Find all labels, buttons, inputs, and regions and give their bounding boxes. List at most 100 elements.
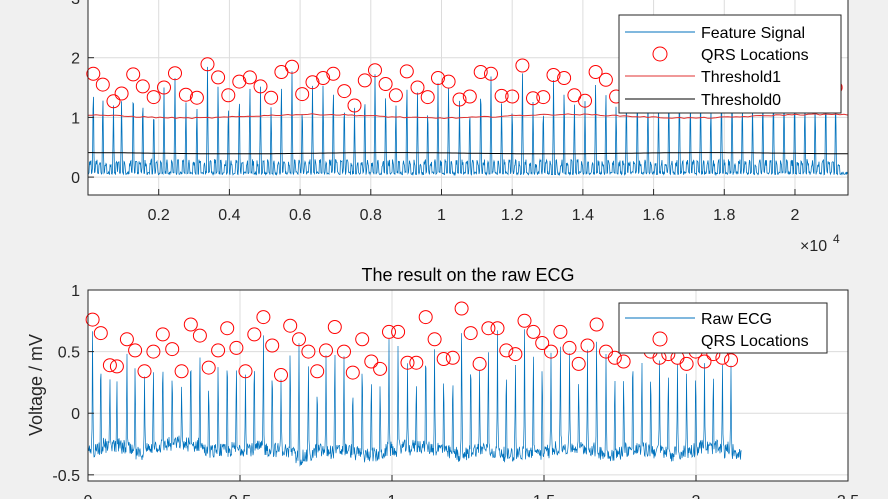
feature-xtick-label: 0.2 xyxy=(148,207,170,224)
raw-ecg-ytick-label: -0.5 xyxy=(52,468,80,485)
raw-qrs-marker xyxy=(102,358,117,373)
raw-qrs-marker xyxy=(119,332,134,347)
raw-qrs-marker xyxy=(109,359,124,374)
raw-qrs-marker xyxy=(544,344,558,359)
qrs-marker xyxy=(285,59,299,74)
legend-feature-signal-label: Feature Signal xyxy=(701,25,805,42)
raw-qrs-marker xyxy=(165,342,180,357)
raw-qrs-marker xyxy=(463,326,478,341)
qrs-marker xyxy=(357,73,372,88)
qrs-marker xyxy=(337,84,352,99)
qrs-marker xyxy=(253,79,268,94)
qrs-marker xyxy=(305,75,320,90)
raw-qrs-marker xyxy=(445,350,460,365)
qrs-marker xyxy=(494,88,509,103)
qrs-marker xyxy=(200,57,215,72)
feature-legend-box xyxy=(618,14,842,114)
raw-qrs-marker xyxy=(724,353,738,368)
qrs-marker xyxy=(410,80,425,95)
raw-qrs-marker xyxy=(128,343,143,358)
qrs-marker xyxy=(526,91,540,106)
raw-ecg-line xyxy=(87,329,742,467)
qrs-marker xyxy=(462,89,477,104)
legend-qrs-marker xyxy=(652,46,668,62)
raw-ecg-ytick-label: 0.5 xyxy=(58,345,80,362)
raw-qrs-marker xyxy=(256,310,271,325)
raw-qrs-marker xyxy=(382,324,396,339)
threshold1-line xyxy=(88,113,849,120)
raw-ecg-xtick-label: 1.5 xyxy=(533,493,555,499)
raw-qrs-marker xyxy=(192,328,207,343)
legend-qrs-label: QRS Locations xyxy=(701,47,809,64)
feature-ytick-label: 1 xyxy=(71,110,80,127)
qrs-marker xyxy=(168,66,182,81)
raw-qrs-marker xyxy=(265,338,280,353)
raw-ecg-xtick-label: 2 xyxy=(692,493,701,499)
raw-ecg-xtick-label: 2.5 xyxy=(837,493,859,499)
legend-raw-qrs-label: QRS Locations xyxy=(701,333,809,350)
raw-qrs-marker xyxy=(364,354,379,369)
feature-xtick-label: 2 xyxy=(791,207,800,224)
raw-qrs-marker xyxy=(220,321,235,336)
qrs-marker xyxy=(598,72,613,87)
qrs-marker xyxy=(536,90,551,105)
feature-xtick-label: 1.4 xyxy=(572,207,594,224)
raw-ecg-xtick-label: 0 xyxy=(84,493,93,499)
qrs-marker xyxy=(114,86,129,101)
raw-ecg-xtick-label: 0.5 xyxy=(229,493,251,499)
raw-qrs-marker xyxy=(327,320,342,334)
raw-qrs-marker xyxy=(337,344,351,359)
raw-qrs-marker xyxy=(301,344,316,359)
qrs-marker xyxy=(484,66,498,81)
qrs-marker xyxy=(578,93,592,108)
qrs-marker xyxy=(441,74,456,89)
raw-qrs-marker xyxy=(201,360,216,375)
qrs-marker xyxy=(326,66,341,81)
raw-qrs-marker xyxy=(229,340,244,355)
qrs-marker xyxy=(420,90,435,105)
raw-qrs-marker xyxy=(274,368,288,382)
raw-ecg-xtick-label: 1 xyxy=(388,493,397,499)
feature-exponent-power: 4 xyxy=(833,232,840,246)
raw-qrs-marker xyxy=(454,301,469,316)
raw-qrs-marker xyxy=(137,364,152,379)
qrs-marker xyxy=(515,58,530,73)
qrs-marker xyxy=(157,80,171,95)
qrs-marker xyxy=(388,88,403,103)
raw-ecg-title: The result on the raw ECG xyxy=(361,265,574,285)
feature-axes-box xyxy=(87,0,849,196)
qrs-marker xyxy=(221,88,236,103)
feature-ticks: 0.2 0.4 0.6 0.8 1 1.2 1.4 1.6 1.8 2 0 1 2 3 xyxy=(71,0,799,224)
legend-threshold0-label: Threshold0 xyxy=(701,92,781,109)
raw-qrs-marker xyxy=(345,365,360,380)
qrs-marker xyxy=(505,89,520,104)
qrs-marker xyxy=(588,65,603,79)
qrs-marker xyxy=(126,67,141,82)
raw-qrs-marker xyxy=(616,354,631,369)
raw-ecg-legend: Raw ECG QRS Locations xyxy=(618,302,828,354)
raw-qrs-marker xyxy=(535,336,550,350)
raw-qrs-marker xyxy=(697,354,712,369)
raw-qrs-marker xyxy=(174,364,189,379)
raw-qrs-marker xyxy=(391,324,406,339)
legend-threshold1-label: Threshold1 xyxy=(701,69,781,86)
qrs-marker xyxy=(264,90,279,105)
qrs-marker xyxy=(211,70,226,85)
raw-qrs-marker xyxy=(85,312,100,327)
raw-qrs-marker xyxy=(571,356,586,371)
raw-qrs-marker xyxy=(146,344,161,359)
legend-raw-ecg-label: Raw ECG xyxy=(701,311,772,328)
raw-qrs-marker xyxy=(283,318,298,333)
qrs-marker xyxy=(178,87,193,102)
raw-qrs-marker xyxy=(93,326,108,341)
raw-qrs-marker xyxy=(183,317,198,332)
feature-xtick-label: 1.2 xyxy=(501,207,523,224)
qrs-marker xyxy=(378,77,393,91)
feature-ytick-label: 3 xyxy=(71,0,80,8)
raw-qrs-marker xyxy=(418,310,433,325)
raw-qrs-marker xyxy=(436,352,451,366)
qrs-marker xyxy=(135,79,150,94)
feature-xtick-label: 0.8 xyxy=(360,207,382,224)
raw-qrs-marker xyxy=(373,361,388,376)
feature-axes: 0.2 0.4 0.6 0.8 1 1.2 1.4 1.6 1.8 2 0 1 2 3 ×10 4 Fea… xyxy=(71,0,849,255)
